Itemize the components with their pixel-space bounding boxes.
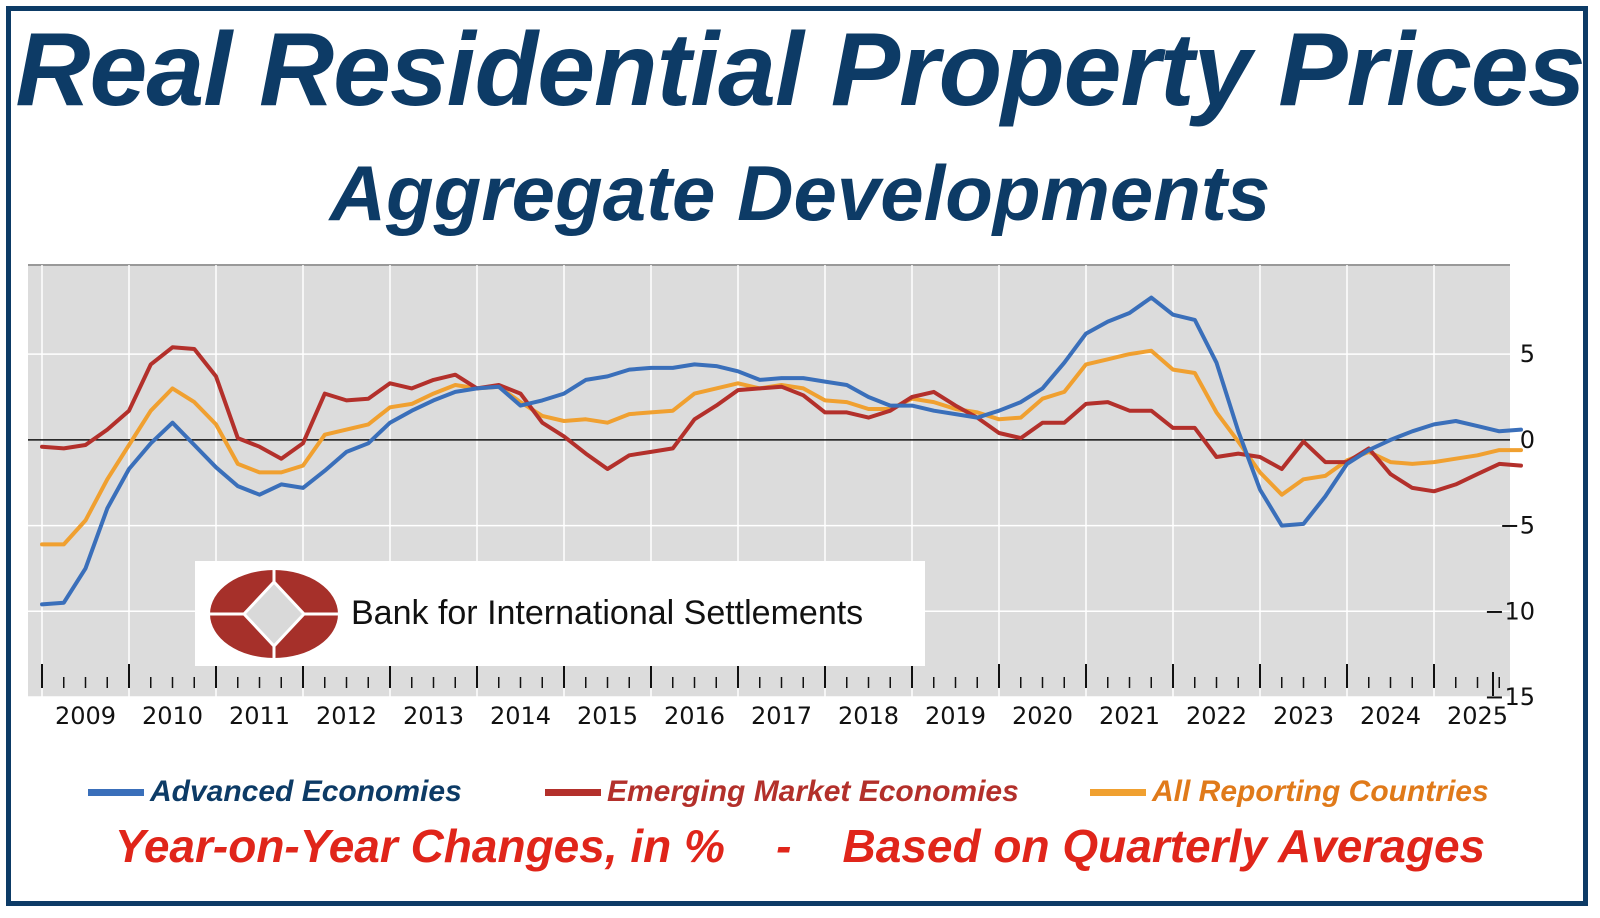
x-tick-label: 2023 (1273, 702, 1334, 730)
series-line-advanced (40, 295, 1523, 607)
x-tick-label: 2010 (142, 702, 203, 730)
legend-swatch-advanced (88, 788, 144, 796)
x-tick-label: 2009 (55, 702, 116, 730)
x-tick-label: 2017 (751, 702, 812, 730)
x-tick-label: 2014 (490, 702, 551, 730)
page-subtitle: Aggregate Developments (329, 149, 1271, 237)
page-title: Real Residential Property Prices (15, 12, 1585, 128)
y-tick-label: −5 (1500, 512, 1535, 540)
bis-logo-box: Bank for International Settlements (195, 561, 925, 666)
x-tick-label: 2025 (1447, 702, 1508, 730)
bis-logo-icon (209, 568, 339, 659)
y-tick-label: −10 (1484, 597, 1535, 625)
x-tick-label: 2024 (1360, 702, 1421, 730)
bis-logo-text: Bank for International Settlements (351, 594, 864, 632)
x-tick-label: 2012 (316, 702, 377, 730)
x-tick-label: 2021 (1099, 702, 1160, 730)
x-tick-label: 2011 (229, 702, 290, 730)
legend-label-emerging: Emerging Market Economies (607, 775, 1019, 808)
footer-separator: - (776, 820, 792, 872)
legend-label-advanced: Advanced Economies (150, 775, 462, 808)
x-tick-label: 2015 (577, 702, 638, 730)
legend-swatch-all (1090, 788, 1146, 796)
y-tick-label: 0 (1520, 426, 1535, 454)
legend-item-advanced: Advanced Economies (88, 772, 462, 812)
x-tick-label: 2016 (664, 702, 725, 730)
footer-right: Based on Quarterly Averages (842, 820, 1486, 872)
y-tick-label: 5 (1520, 340, 1535, 368)
x-tick-label: 2018 (838, 702, 899, 730)
legend-item-all: All Reporting Countries (1090, 772, 1489, 812)
x-tick-label: 2013 (403, 702, 464, 730)
legend-item-emerging: Emerging Market Economies (545, 772, 1019, 812)
x-tick-label: 2019 (925, 702, 986, 730)
y-tick-label: −15 (1484, 683, 1535, 711)
x-tick-label: 2020 (1012, 702, 1073, 730)
x-tick-label: 2022 (1186, 702, 1247, 730)
legend-swatch-emerging (545, 788, 601, 796)
legend-label-all: All Reporting Countries (1152, 775, 1489, 808)
footer-note: Year-on-Year Changes, in % - Based on Qu… (0, 818, 1600, 874)
footer-left: Year-on-Year Changes, in % (114, 820, 725, 872)
series-line-emerging (40, 345, 1523, 494)
